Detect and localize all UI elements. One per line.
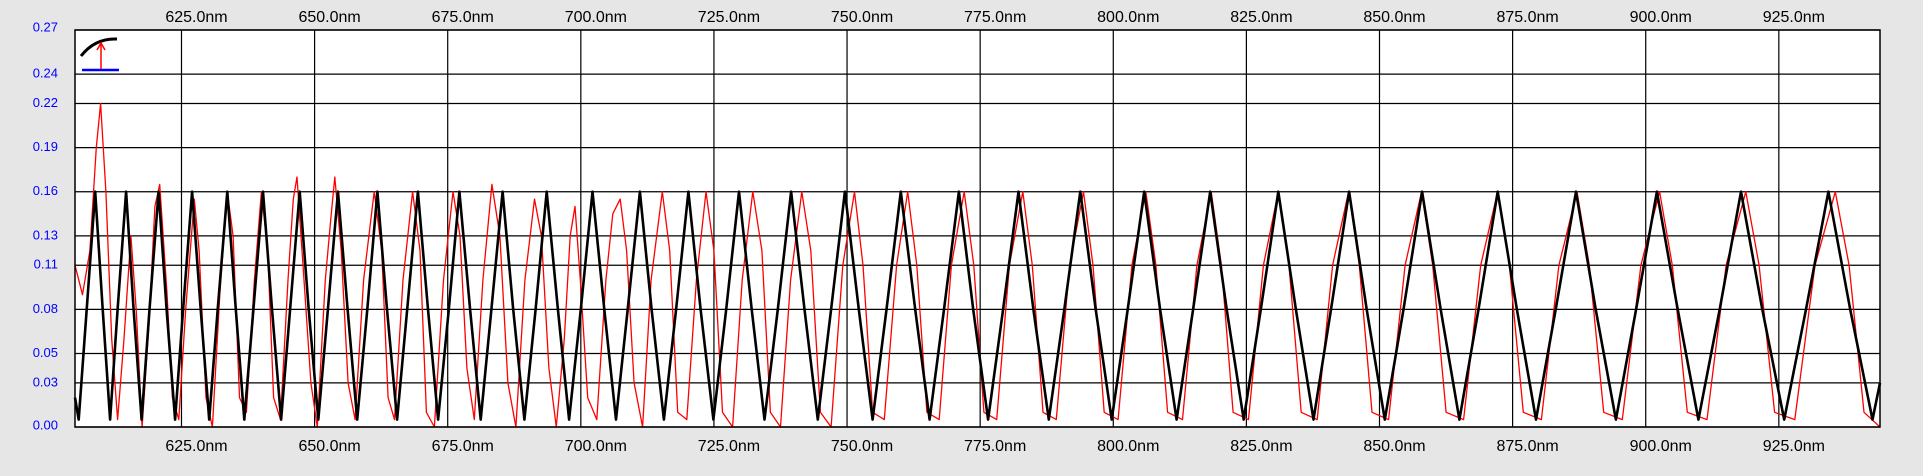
y-tick-label-8: 0.22 — [33, 95, 58, 110]
x-tick-top-label-0: 625.0nm — [165, 9, 227, 26]
x-tick-bottom-label-5: 750.0nm — [831, 438, 893, 455]
x-tick-bottom-label-2: 675.0nm — [432, 438, 494, 455]
x-tick-bottom-label-4: 725.0nm — [698, 438, 760, 455]
x-tick-bottom-label-11: 900.0nm — [1630, 438, 1692, 455]
y-axis-ticks: 0.00 0.03 0.05 0.08 0.11 0.13 0.16 0.19 0.22 0.24… — [33, 19, 58, 432]
y-tick-label-9: 0.24 — [33, 66, 58, 81]
x-tick-bottom-label-7: 800.0nm — [1097, 438, 1159, 455]
y-tick-label-3: 0.08 — [33, 301, 58, 316]
y-tick-label-2: 0.05 — [33, 345, 58, 360]
x-tick-bottom-label-10: 875.0nm — [1496, 438, 1558, 455]
y-tick-label-5: 0.13 — [33, 227, 58, 242]
x-tick-bottom-label-8: 825.0nm — [1230, 438, 1292, 455]
x-tick-bottom-label-6: 775.0nm — [964, 438, 1026, 455]
x-tick-bottom-label-9: 850.0nm — [1363, 438, 1425, 455]
x-tick-top-label-1: 650.0nm — [298, 9, 360, 26]
x-tick-bottom-label-0: 625.0nm — [165, 438, 227, 455]
curve-glyph — [79, 37, 118, 57]
mode-toggle-icon[interactable] — [79, 37, 119, 72]
series-layer — [73, 102, 1882, 428]
y-tick-label-10: 0.27 — [33, 19, 58, 34]
x-tick-bottom-label-12: 925.0nm — [1763, 438, 1825, 455]
x-axis-ticks-top: 625.0nm 650.0nm 675.0nm 700.0nm 725.0nm 750.0… — [165, 9, 1825, 26]
y-tick-label-7: 0.19 — [33, 139, 58, 154]
plot-frame — [74, 29, 1881, 428]
x-tick-bottom-label-3: 700.0nm — [565, 438, 627, 455]
x-tick-top-label-12: 925.0nm — [1763, 9, 1825, 26]
x-tick-bottom-label-1: 650.0nm — [298, 438, 360, 455]
arrow-head — [96, 41, 106, 51]
x-tick-top-label-3: 700.0nm — [565, 9, 627, 26]
y-tick-label-1: 0.03 — [33, 374, 58, 389]
y-tick-label-6: 0.16 — [33, 183, 58, 198]
series-line-1 — [73, 190, 1882, 421]
y-tick-label-4: 0.11 — [34, 257, 58, 272]
x-tick-top-label-8: 825.0nm — [1230, 9, 1292, 26]
plot-background — [75, 30, 1880, 427]
x-tick-top-label-10: 875.0nm — [1496, 9, 1558, 26]
x-tick-top-label-7: 800.0nm — [1097, 9, 1159, 26]
x-axis-ticks-bottom: 625.0nm 650.0nm 675.0nm 700.0nm 725.0nm 750.0… — [165, 438, 1825, 455]
x-tick-top-label-5: 750.0nm — [831, 9, 893, 26]
x-tick-top-label-11: 900.0nm — [1630, 9, 1692, 26]
x-tick-top-label-6: 775.0nm — [964, 9, 1026, 26]
x-tick-top-label-9: 850.0nm — [1363, 9, 1425, 26]
x-tick-top-label-2: 675.0nm — [432, 9, 494, 26]
x-tick-top-label-4: 725.0nm — [698, 9, 760, 26]
y-tick-label-0: 0.00 — [33, 417, 58, 432]
